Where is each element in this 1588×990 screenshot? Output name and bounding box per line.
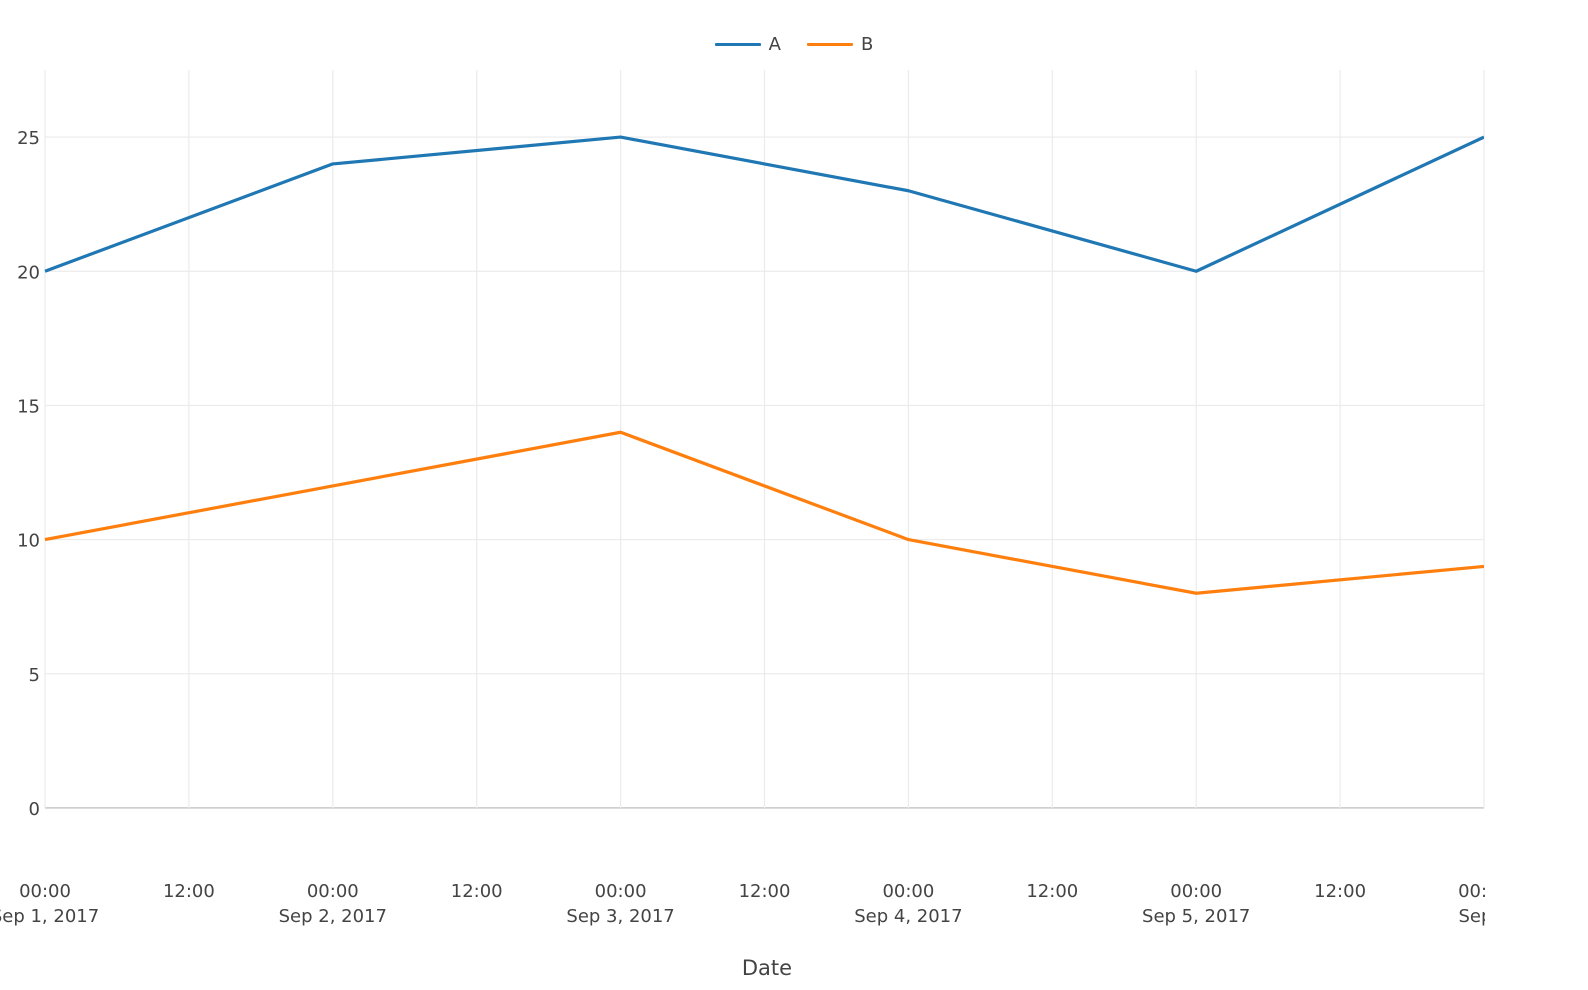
y-tick-label: 20 xyxy=(17,262,40,283)
x-tick-date-label: Sep 4, 2017 xyxy=(854,906,962,927)
y-tick-label: 10 xyxy=(17,531,40,552)
x-tick-label: 00:00 xyxy=(19,881,71,902)
axis-edge-mask xyxy=(1485,875,1588,935)
x-tick-date-label: Sep 1, 2017 xyxy=(0,906,99,927)
series-line-b[interactable] xyxy=(44,430,1484,595)
axes: 0 5 10 15 20 25 00:00 Sep 1, 2017 12:00 00:00 Sep … xyxy=(0,128,1588,935)
x-tick-label: 12:00 xyxy=(739,881,791,902)
series-lines xyxy=(44,135,1484,595)
legend-label: B xyxy=(860,34,874,55)
y-tick-label: 5 xyxy=(29,665,40,686)
x-tick-label: 12:00 xyxy=(1314,881,1366,902)
x-tick-label: 12:00 xyxy=(1026,881,1078,902)
y-tick-label: 0 xyxy=(29,799,40,820)
x-tick-label: 12:00 xyxy=(163,881,215,902)
y-tick-label: 15 xyxy=(17,396,40,417)
y-tick-label: 25 xyxy=(17,128,40,149)
x-tick-label: 00:00 xyxy=(882,881,934,902)
legend-item-b[interactable]: B xyxy=(806,34,874,55)
x-tick-label: 00:00 xyxy=(595,881,647,902)
x-tick-date-label: Sep 3, 2017 xyxy=(566,906,674,927)
legend-item-a[interactable]: A xyxy=(714,34,781,55)
x-axis-title: Date xyxy=(742,956,792,980)
legend-swatch xyxy=(714,43,761,46)
x-tick-date-label: Sep 2, 2017 xyxy=(279,906,387,927)
x-tick-label: 12:00 xyxy=(451,881,503,902)
x-tick-label: 00:00 xyxy=(307,881,359,902)
series-line-a[interactable] xyxy=(44,135,1484,273)
x-tick-date-label: Sep 5, 2017 xyxy=(1142,906,1250,927)
legend-label: A xyxy=(768,34,781,55)
x-tick-label: 00:00 xyxy=(1170,881,1222,902)
grid-lines xyxy=(44,70,1485,809)
legend-swatch xyxy=(806,43,853,46)
